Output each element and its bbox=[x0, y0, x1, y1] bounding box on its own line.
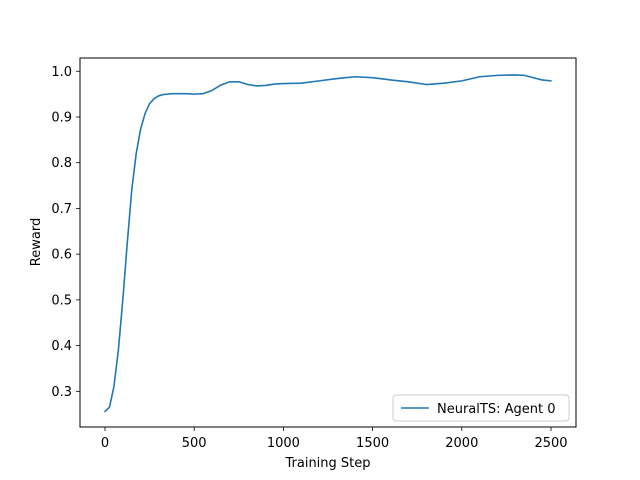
y-tick-label: 0.4 bbox=[51, 339, 72, 354]
y-tick-label: 1.0 bbox=[51, 65, 72, 80]
x-tick-label: 2000 bbox=[445, 436, 478, 451]
x-tick-label: 0 bbox=[101, 436, 109, 451]
legend-box bbox=[392, 394, 570, 422]
y-tick-label: 0.5 bbox=[51, 293, 72, 308]
x-tick-label: 500 bbox=[182, 436, 207, 451]
y-tick-label: 0.7 bbox=[51, 202, 72, 217]
y-tick-label: 0.9 bbox=[51, 110, 72, 125]
x-tick-label: 1000 bbox=[267, 436, 300, 451]
plot-frame bbox=[79, 57, 577, 428]
ticks-layer: 0 500 1000 1500 2000 2500 0.3 0.4 0.5 0.6 0.7 0.8 0.… bbox=[51, 65, 567, 451]
x-tick-label: 1500 bbox=[356, 436, 389, 451]
y-axis-label: Reward bbox=[29, 218, 44, 266]
x-axis-label: Training Step bbox=[284, 456, 370, 471]
series-line bbox=[104, 74, 552, 413]
y-tick-label: 0.3 bbox=[51, 385, 72, 400]
y-tick-label: 0.6 bbox=[51, 248, 72, 263]
plot-layer bbox=[104, 74, 552, 413]
x-tick-label: 2500 bbox=[534, 436, 567, 451]
y-tick-label: 0.8 bbox=[51, 156, 72, 171]
legend-label: NeuralTS: Agent 0 bbox=[437, 402, 555, 417]
legend: NeuralTS: Agent 0 bbox=[392, 394, 570, 422]
